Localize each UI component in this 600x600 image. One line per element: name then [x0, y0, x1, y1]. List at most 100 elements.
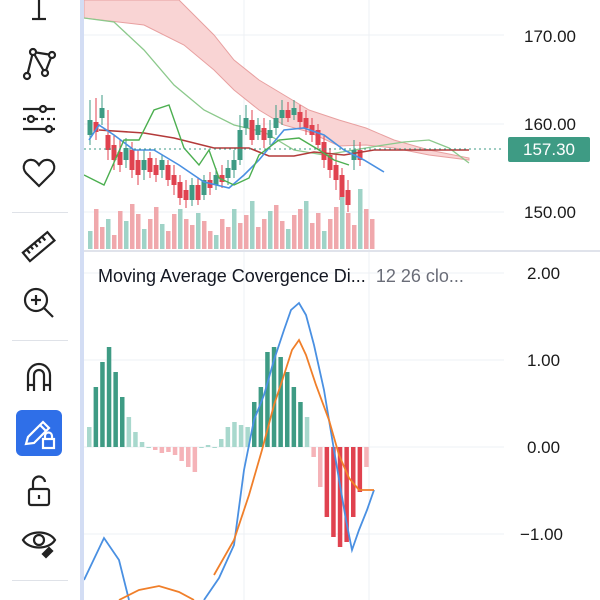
ichimoku-cloud: [84, 0, 470, 161]
candle-body: [327, 155, 333, 170]
histogram-bar: [324, 447, 330, 517]
histogram-bar: [205, 445, 211, 447]
volume-bar: [202, 221, 207, 249]
eye-icon[interactable]: [16, 518, 62, 564]
ichimoku-lagging-green: [84, 17, 470, 164]
histogram-bar: [364, 447, 369, 467]
volume-bar: [100, 227, 105, 249]
histogram-bar: [186, 447, 191, 467]
volume-bar: [118, 211, 123, 249]
candle-body: [141, 160, 147, 170]
candle-body: [291, 108, 297, 115]
volume-bar: [334, 207, 339, 249]
histogram-bar: [179, 447, 184, 461]
volume-bar: [220, 219, 225, 249]
volume-bar: [160, 224, 165, 249]
histogram-bar: [331, 447, 336, 537]
candle-body: [171, 175, 177, 185]
histogram-bar: [245, 427, 250, 447]
histogram-bar: [225, 427, 231, 447]
volume-bar: [196, 213, 201, 249]
histogram-bar: [271, 347, 277, 447]
volume-bar: [316, 213, 321, 249]
candle-body: [183, 190, 189, 200]
volume-bar: [232, 209, 237, 249]
candle-body: [111, 145, 117, 160]
macd-pane-title[interactable]: Moving Average Covergence Di... 12 26 clo…: [98, 266, 508, 292]
volume-bar: [262, 219, 267, 249]
histogram-bar: [298, 402, 303, 447]
histogram-bar: [199, 447, 204, 448]
volume-bar: [370, 219, 375, 249]
candle-body: [237, 130, 243, 160]
histogram-bar: [291, 387, 297, 447]
unlock-icon[interactable]: [16, 468, 62, 514]
histogram-bar: [159, 447, 165, 453]
candle-body: [177, 182, 183, 198]
histogram-bar: [87, 427, 92, 447]
histogram-bar: [146, 447, 151, 448]
volume-bar: [340, 197, 345, 249]
macd-axis-label: 1.00: [527, 351, 560, 370]
signal-line-right: [213, 338, 374, 576]
volume-bar: [280, 221, 285, 249]
ruler-icon[interactable]: [16, 224, 62, 270]
cursor-line-icon[interactable]: [16, 0, 62, 34]
candle-body: [117, 152, 123, 165]
candle-body: [321, 142, 327, 160]
histogram-bar: [318, 447, 323, 487]
candle-body: [231, 160, 237, 170]
price-axis-label: 160.00: [524, 115, 576, 134]
histogram-bar: [192, 447, 198, 472]
candle-body: [135, 160, 141, 175]
candle-body: [261, 128, 267, 140]
pencil-lock-icon[interactable]: [16, 410, 62, 456]
histogram-bar: [337, 447, 343, 547]
candle-body: [87, 120, 93, 135]
volume-bar: [214, 235, 219, 249]
favorites-heart-icon[interactable]: [16, 150, 62, 196]
chart-canvas[interactable]: 170.00 160.00 150.00 2.00 1.00 0.00 −1.0…: [84, 0, 600, 600]
candle-body: [123, 148, 129, 160]
histogram-bar: [93, 387, 99, 447]
volume-bar: [190, 225, 195, 249]
macd-axis-label: 0.00: [527, 438, 560, 457]
volume-bar: [256, 227, 261, 249]
candle-body: [249, 120, 255, 140]
candle-body: [105, 135, 111, 150]
volume-bar: [250, 201, 255, 249]
histogram-bar: [106, 347, 112, 447]
zoom-in-icon[interactable]: [16, 280, 62, 326]
volume-bar: [286, 229, 291, 249]
histogram-bar: [357, 447, 363, 492]
volume-bar: [106, 219, 111, 249]
volume-bar: [298, 209, 303, 249]
histogram-bar: [304, 417, 310, 447]
toolbar-divider: [12, 212, 68, 213]
candle-body: [225, 168, 231, 178]
histogram-bar: [212, 447, 217, 448]
pattern-icon[interactable]: [16, 40, 62, 86]
volume-bar: [352, 225, 357, 249]
candle-body: [147, 158, 153, 172]
histogram-bar: [133, 432, 138, 447]
volume-bar: [304, 201, 309, 249]
tenkan-line: [88, 123, 385, 189]
candle-body: [189, 185, 195, 200]
candle-body: [303, 118, 309, 128]
volume-bar: [268, 211, 273, 249]
macd-params-text: 12 26 clo...: [375, 266, 464, 286]
chart-area[interactable]: 170.00 160.00 150.00 2.00 1.00 0.00 −1.0…: [84, 0, 600, 600]
histogram-bar: [285, 372, 290, 447]
toolbar-scroll-edge: [80, 0, 84, 600]
histogram-bar: [232, 422, 237, 447]
volume-bar: [358, 189, 363, 249]
candle-body: [273, 118, 279, 128]
indicator-settings-icon[interactable]: [16, 96, 62, 142]
volume-bar: [346, 213, 351, 249]
magnet-icon[interactable]: [16, 354, 62, 400]
volume-bar: [274, 205, 279, 249]
volume-bar: [142, 229, 147, 249]
histogram-bar: [120, 397, 125, 447]
candle-body: [339, 175, 345, 200]
